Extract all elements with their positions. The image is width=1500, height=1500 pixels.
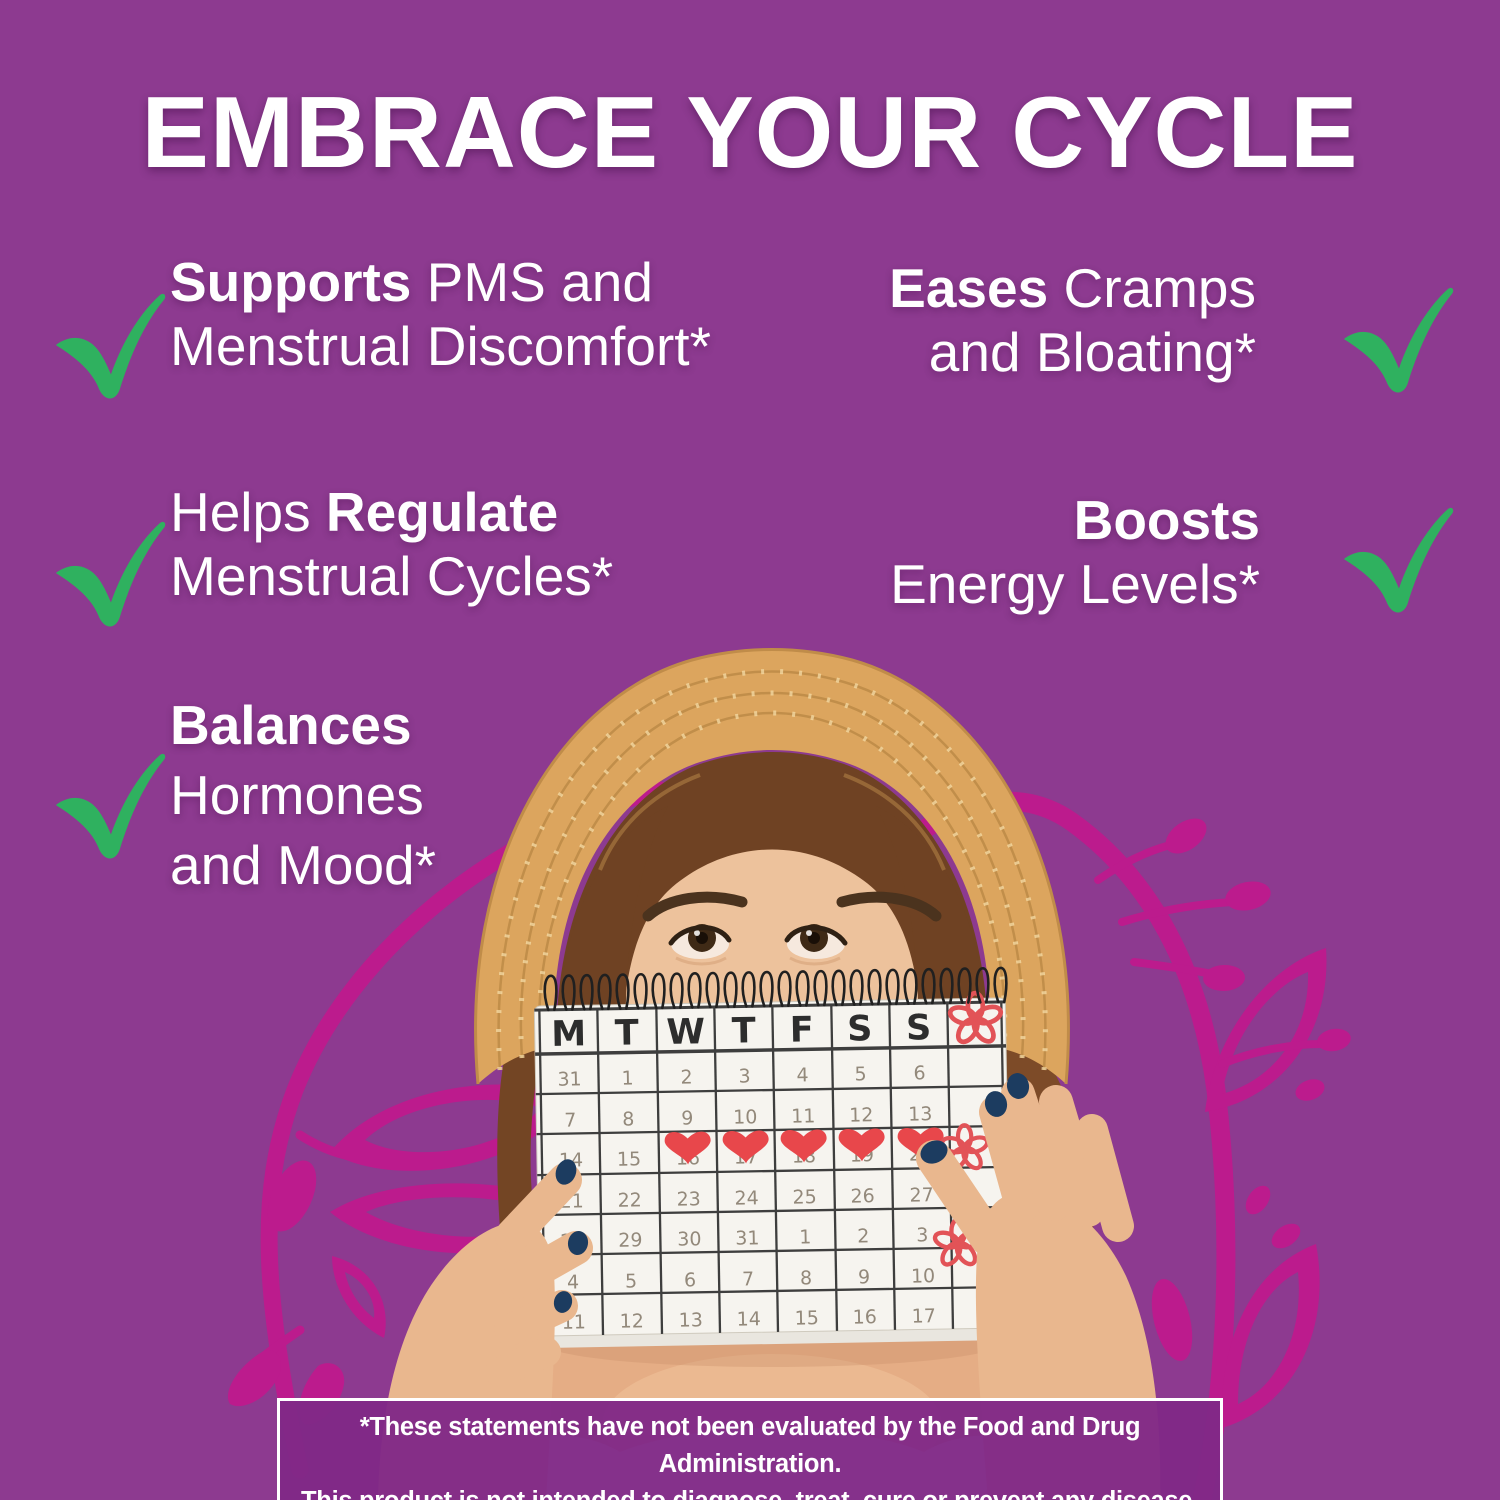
calendar-row: 21 22 23 24 25 26 27 [559, 1184, 934, 1213]
calendar-row: 31 1 2 3 4 5 6 [557, 1062, 925, 1090]
page-title: EMBRACE YOUR CYCLE [141, 77, 1359, 189]
checkmark-icon [1343, 507, 1454, 613]
right-eye [784, 924, 848, 966]
checkmark-icon [1343, 287, 1454, 393]
benefit-supports-pms: Supports PMS and Menstrual Discomfort* [170, 251, 711, 377]
benefit-boosts-energy: Boosts Energy Levels* [890, 489, 1260, 615]
disclaimer-line-1: *These statements have not been evaluate… [359, 1413, 1141, 1478]
right-eyebrow [836, 891, 942, 922]
calendar-row: 4 5 6 7 8 9 10 [567, 1265, 935, 1293]
right-branch-decoration [852, 791, 1351, 1500]
checkmark-icon [55, 521, 166, 627]
left-eye [668, 924, 732, 966]
straw-hat [474, 648, 1070, 1085]
checkmark-icon [55, 753, 166, 859]
benefit-regulates-cycles: Helps Regulate Menstrual Cycles* [170, 481, 614, 607]
benefit-eases-cramps: Eases Cramps and Bloating* [889, 257, 1256, 383]
right-hand-nails [920, 1073, 1030, 1164]
left-eyebrow [642, 891, 748, 922]
checkmark-icon [55, 293, 166, 399]
calendar-row: 7 8 9 10 11 12 13 [564, 1103, 932, 1131]
benefit-balances-hormones: Balances Hormones and Mood* [170, 694, 437, 896]
left-hand-nails [553, 1159, 589, 1313]
disclaimer-line-2: This product is not intended to diagnose… [286, 1483, 1214, 1500]
fda-disclaimer: *These statements have not been evaluate… [277, 1398, 1223, 1500]
